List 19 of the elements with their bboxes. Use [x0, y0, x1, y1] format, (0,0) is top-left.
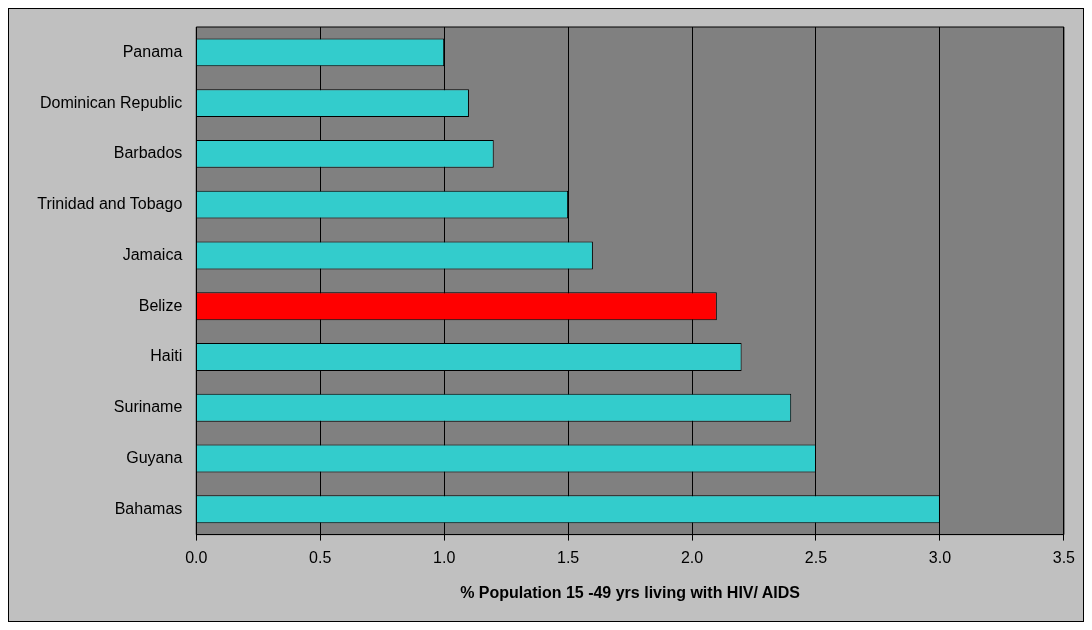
x-axis-title: % Population 15 -49 yrs living with HIV/ AIDS	[460, 583, 801, 601]
x-tick-label: 0.5	[309, 548, 332, 566]
x-tick-label: 3.5	[1052, 548, 1076, 566]
y-tick-label: Panama	[122, 42, 183, 60]
y-tick-label: Guyana	[126, 448, 183, 466]
y-tick-label: Haiti	[150, 347, 183, 365]
x-tick-label: 2.5	[804, 548, 828, 566]
x-tick-label: 2.0	[680, 548, 704, 566]
y-tick-label: Bahamas	[114, 499, 183, 517]
x-tick-label: 1.0	[433, 548, 456, 566]
y-tick-label: Trinidad and Tobago	[37, 195, 183, 213]
y-tick-label: Jamaica	[122, 245, 183, 263]
y-tick-label: Barbados	[113, 144, 183, 162]
y-tick-label: Belize	[138, 296, 183, 314]
x-tick-label: 3.0	[928, 548, 952, 566]
y-tick-label: Dominican Republic	[39, 93, 183, 111]
x-tick-label: 1.5	[556, 548, 580, 566]
y-tick-label: Suriname	[113, 398, 183, 416]
x-tick-label: 0.0	[185, 548, 208, 566]
